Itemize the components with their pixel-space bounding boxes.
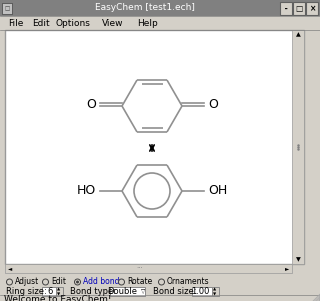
FancyBboxPatch shape bbox=[292, 30, 304, 264]
FancyBboxPatch shape bbox=[2, 3, 12, 14]
Text: ▼: ▼ bbox=[296, 257, 300, 262]
Text: Double: Double bbox=[107, 287, 137, 296]
Circle shape bbox=[76, 281, 79, 284]
Text: ···: ··· bbox=[137, 265, 143, 272]
Text: File: File bbox=[8, 18, 23, 27]
Text: 1.00: 1.00 bbox=[191, 287, 209, 296]
Text: ▲: ▲ bbox=[296, 33, 300, 38]
Text: Welcome to EasyChem!: Welcome to EasyChem! bbox=[4, 295, 111, 301]
Text: EasyChem [test1.ech]: EasyChem [test1.ech] bbox=[95, 4, 195, 13]
FancyBboxPatch shape bbox=[110, 287, 145, 296]
Text: □: □ bbox=[4, 6, 10, 11]
Circle shape bbox=[158, 279, 164, 285]
Text: Bond type:: Bond type: bbox=[70, 287, 116, 296]
Text: O: O bbox=[208, 98, 218, 111]
FancyBboxPatch shape bbox=[306, 2, 318, 15]
Text: OH: OH bbox=[208, 185, 227, 197]
Text: Ring size:: Ring size: bbox=[6, 287, 47, 296]
Text: ▽: ▽ bbox=[141, 290, 145, 294]
Text: View: View bbox=[102, 18, 124, 27]
FancyBboxPatch shape bbox=[56, 287, 63, 296]
Text: ×: × bbox=[309, 4, 315, 13]
Text: □: □ bbox=[295, 4, 303, 13]
Text: Rotate: Rotate bbox=[127, 278, 152, 287]
Text: -: - bbox=[282, 4, 290, 13]
Text: Edit: Edit bbox=[32, 18, 50, 27]
Text: ▼: ▼ bbox=[57, 293, 60, 296]
Text: ▲: ▲ bbox=[57, 287, 60, 291]
Text: HO: HO bbox=[77, 185, 96, 197]
Text: Add bonds: Add bonds bbox=[83, 278, 124, 287]
Circle shape bbox=[118, 279, 124, 285]
Text: Ornaments: Ornaments bbox=[167, 278, 210, 287]
Text: Help: Help bbox=[137, 18, 158, 27]
FancyBboxPatch shape bbox=[0, 0, 320, 16]
FancyBboxPatch shape bbox=[212, 287, 219, 296]
Text: Adjust: Adjust bbox=[15, 278, 39, 287]
FancyBboxPatch shape bbox=[5, 30, 304, 264]
FancyBboxPatch shape bbox=[42, 287, 58, 296]
FancyBboxPatch shape bbox=[0, 16, 320, 30]
Text: Bond size:: Bond size: bbox=[153, 287, 196, 296]
FancyBboxPatch shape bbox=[293, 2, 305, 15]
Text: ▼: ▼ bbox=[213, 293, 217, 296]
FancyBboxPatch shape bbox=[280, 2, 292, 15]
Text: ▲: ▲ bbox=[213, 287, 217, 291]
FancyBboxPatch shape bbox=[192, 287, 214, 296]
Circle shape bbox=[6, 279, 12, 285]
Circle shape bbox=[75, 279, 81, 285]
FancyBboxPatch shape bbox=[5, 264, 292, 273]
Text: 6: 6 bbox=[47, 287, 53, 296]
Text: ◄: ◄ bbox=[8, 266, 12, 271]
Text: ►: ► bbox=[285, 266, 289, 271]
Text: O: O bbox=[86, 98, 96, 111]
Text: Edit: Edit bbox=[51, 278, 66, 287]
Text: Options: Options bbox=[56, 18, 91, 27]
Circle shape bbox=[43, 279, 49, 285]
